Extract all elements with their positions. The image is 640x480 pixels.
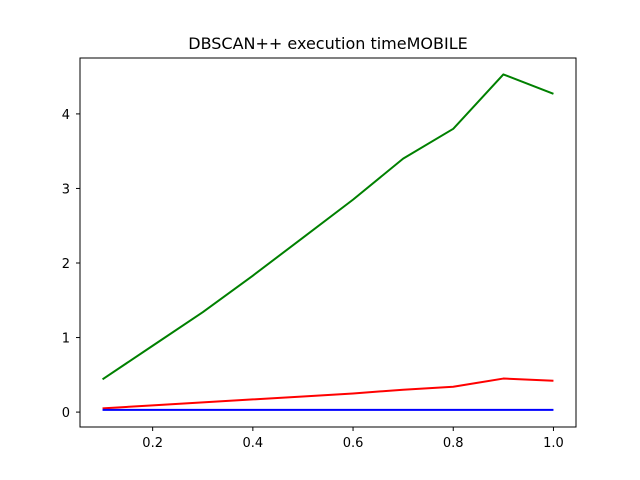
y-tick-label: 3 [62, 182, 70, 197]
plot-area [101, 73, 554, 411]
y-tick-label: 0 [62, 406, 70, 421]
x-tick-label: 0.2 [142, 436, 163, 451]
x-axis: 0.2 0.4 0.6 0.8 1.0 [142, 427, 564, 451]
y-axis: 0 1 2 3 4 [62, 108, 80, 421]
chart-title: DBSCAN++ execution timeMOBILE [188, 34, 467, 53]
y-tick-label: 4 [62, 108, 70, 123]
x-tick-label: 1.0 [543, 436, 564, 451]
x-tick-label: 0.6 [343, 436, 364, 451]
plot-frame [79, 57, 577, 428]
series-line-2 [102, 377, 554, 410]
y-tick-label: 2 [62, 257, 70, 272]
y-tick-label: 1 [62, 332, 70, 347]
x-tick-label: 0.8 [443, 436, 464, 451]
series-line-1 [101, 73, 554, 381]
x-tick-label: 0.4 [243, 436, 264, 451]
